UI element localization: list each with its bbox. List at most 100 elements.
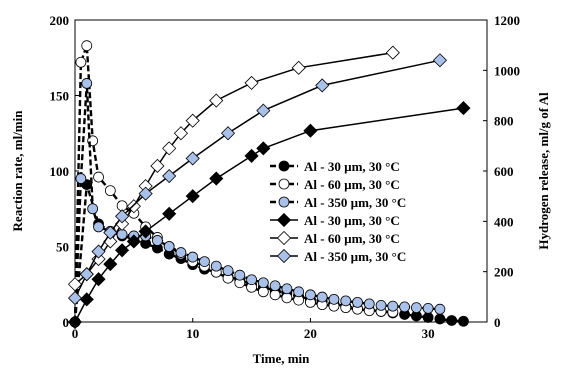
- series-6: [67, 53, 447, 306]
- data-point: [257, 277, 269, 289]
- legend-label: Al - 30 µm, 30 °C: [304, 213, 400, 228]
- data-point: [87, 203, 99, 215]
- legend-marker: [276, 248, 292, 264]
- data-point: [244, 75, 259, 90]
- legend-label: Al - 350 µm, 30 °C: [304, 249, 406, 264]
- x-tick-label: 10: [186, 326, 199, 341]
- data-point: [281, 292, 293, 304]
- series-line: [73, 83, 440, 323]
- data-point: [162, 206, 177, 221]
- data-point: [257, 286, 269, 298]
- data-point: [432, 53, 447, 68]
- data-point: [185, 151, 200, 166]
- data-point: [244, 148, 259, 163]
- data-point: [79, 267, 94, 282]
- data-point: [199, 256, 210, 268]
- data-point: [91, 272, 106, 287]
- data-point: [138, 224, 153, 239]
- data-point: [185, 189, 200, 204]
- x-axis-title: Time, min: [253, 351, 311, 366]
- data-point: [385, 45, 400, 60]
- data-point: [209, 93, 224, 108]
- data-point: [269, 289, 281, 301]
- right-tick-label: 1000: [494, 63, 520, 78]
- data-point: [162, 168, 177, 184]
- data-point: [126, 199, 141, 214]
- legend-marker: [276, 212, 292, 228]
- data-point: [138, 186, 153, 201]
- legend-entry: Al - 30 µm, 30 °C: [270, 212, 400, 228]
- data-point: [209, 171, 224, 186]
- data-point: [67, 314, 83, 330]
- data-point: [305, 289, 316, 301]
- data-point: [375, 299, 387, 311]
- data-point: [103, 257, 118, 272]
- legend-entry: Al - 60 µm, 30 °C: [270, 230, 400, 246]
- legend-marker: [276, 230, 292, 246]
- series-layer: [67, 40, 471, 330]
- data-point: [81, 78, 93, 89]
- legend-marker: [278, 178, 290, 190]
- right-tick-label: 1200: [494, 13, 520, 28]
- series-line: [73, 184, 464, 323]
- data-point: [222, 265, 234, 277]
- data-point: [67, 277, 83, 292]
- right-axis-title: Hydrogen release, ml/g of Al: [536, 92, 551, 250]
- data-point: [79, 292, 94, 307]
- data-point: [210, 260, 222, 272]
- data-point: [281, 283, 293, 295]
- data-point: [291, 60, 306, 75]
- x-axis-ticks: 0 10 20 30: [72, 318, 435, 341]
- data-point: [175, 247, 187, 258]
- data-point: [67, 291, 83, 306]
- data-point: [256, 141, 271, 156]
- x-tick-label: 30: [422, 326, 435, 341]
- data-point: [185, 113, 200, 128]
- data-point: [75, 56, 87, 68]
- data-point: [328, 293, 340, 305]
- legend-label: Al - 30 µm, 30 °C: [304, 159, 400, 174]
- data-point: [91, 244, 106, 259]
- data-point: [234, 269, 246, 281]
- legend-label: Al - 60 µm, 30 °C: [304, 231, 400, 246]
- data-point: [220, 126, 236, 141]
- left-axis-ticks: 0 50 100 150 200: [50, 13, 79, 330]
- data-point: [410, 302, 422, 314]
- data-point: [116, 229, 128, 240]
- data-point: [116, 200, 128, 212]
- legend-label: Al - 350 µm, 30 °C: [304, 195, 406, 210]
- data-point: [256, 103, 271, 118]
- right-tick-label: 600: [494, 164, 514, 179]
- legend-label: Al - 60 µm, 30 °C: [304, 177, 400, 192]
- left-tick-label: 50: [56, 240, 69, 255]
- series-3: [69, 78, 446, 328]
- data-point: [434, 313, 446, 325]
- right-axis-ticks: 0 200 400 600 800 1000 1200: [483, 13, 520, 330]
- data-point: [434, 303, 446, 315]
- legend-entry: Al - 350 µm, 30 °C: [270, 195, 406, 210]
- legend-entry: Al - 350 µm, 30 °C: [270, 248, 406, 264]
- left-tick-label: 150: [50, 89, 70, 104]
- data-point: [163, 241, 175, 252]
- legend: Al - 30 µm, 30 °C Al - 60 µm, 30 °C Al - 3…: [270, 159, 406, 264]
- data-point: [151, 235, 163, 246]
- data-point: [316, 291, 328, 303]
- series-4: [67, 101, 471, 330]
- data-point: [456, 101, 471, 116]
- data-point: [93, 171, 104, 183]
- right-tick-label: 0: [494, 315, 501, 330]
- data-point: [363, 298, 375, 310]
- data-point: [103, 225, 118, 240]
- data-point: [422, 303, 434, 314]
- left-tick-label: 200: [50, 13, 70, 28]
- data-point: [340, 295, 352, 307]
- data-point: [187, 251, 199, 263]
- x-tick-label: 0: [72, 326, 79, 341]
- data-point: [315, 78, 330, 93]
- data-point: [75, 173, 87, 184]
- x-tick-label: 20: [304, 326, 317, 341]
- legend-entry: Al - 30 µm, 30 °C: [270, 159, 400, 174]
- data-point: [162, 141, 177, 156]
- data-point: [93, 221, 104, 233]
